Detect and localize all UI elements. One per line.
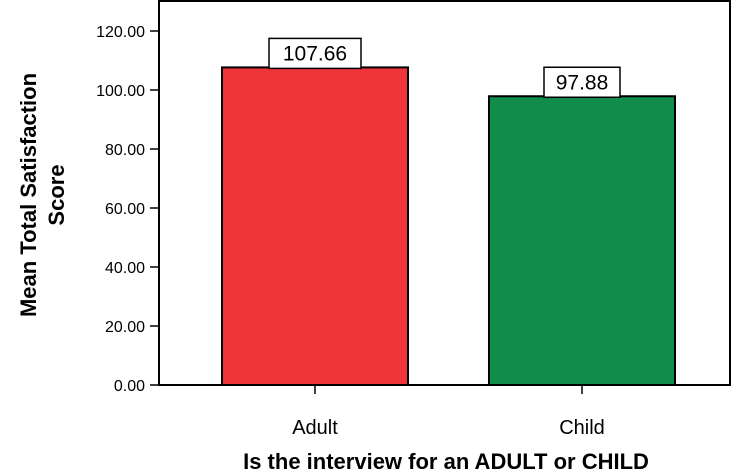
data-label-value: 97.88 — [556, 71, 609, 94]
data-label-box — [268, 37, 362, 70]
y-tick-label: 120.00 — [96, 24, 145, 41]
data-label-box — [543, 66, 621, 99]
x-category-label: Adult — [292, 417, 338, 439]
data-label-value: 107.66 — [283, 42, 347, 65]
x-category-label: Child — [559, 417, 605, 439]
y-tick-label: 20.00 — [105, 319, 145, 336]
y-tick-label: 100.00 — [96, 83, 145, 100]
bars — [221, 66, 676, 386]
y-axis-title-line-1: Mean Total Satisfaction — [16, 73, 41, 317]
y-tick-label: 40.00 — [105, 260, 145, 277]
x-axis-category-labels: Adult Child — [292, 385, 605, 439]
bar-adult — [221, 66, 409, 386]
x-axis-title: Is the interview for an ADULT or CHILD — [243, 449, 649, 474]
y-tick-label: 80.00 — [105, 142, 145, 159]
y-tick-label: 60.00 — [105, 201, 145, 218]
y-axis-ticks: 0.00 20.00 40.00 60.00 80.00 100.00 120.00 — [96, 24, 159, 395]
data-labels: 107.66 97.88 — [268, 37, 621, 99]
y-axis-title-line-2: Score — [44, 164, 69, 225]
y-tick-label: 0.00 — [114, 378, 145, 395]
bar-child — [488, 95, 676, 386]
